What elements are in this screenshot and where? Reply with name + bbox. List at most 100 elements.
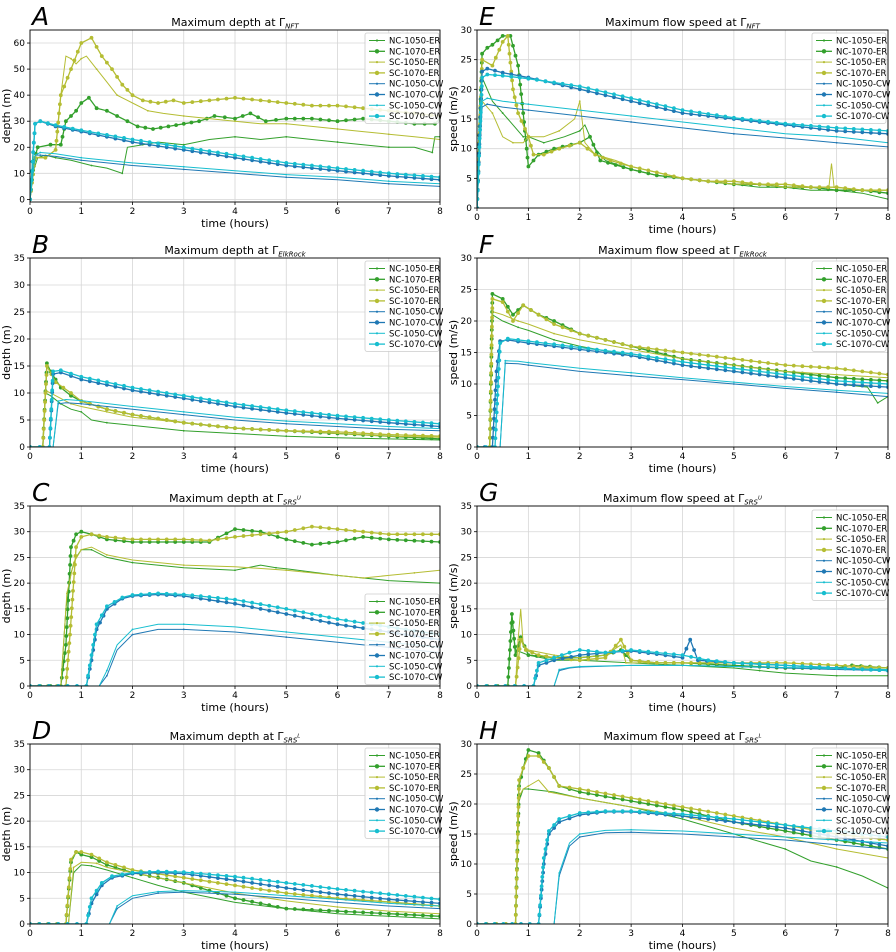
series-marker xyxy=(147,391,152,395)
series-marker-small xyxy=(835,866,838,868)
series-marker-small xyxy=(527,361,530,364)
series-marker xyxy=(318,613,323,618)
series-marker xyxy=(301,610,306,615)
series-marker xyxy=(258,602,263,607)
series-marker xyxy=(732,366,736,371)
series-marker xyxy=(310,612,314,616)
series-marker xyxy=(156,591,161,596)
series-marker xyxy=(301,541,306,545)
series-marker xyxy=(395,893,400,897)
series-marker xyxy=(663,357,668,362)
series-marker xyxy=(516,311,520,315)
series-marker-small xyxy=(80,159,83,162)
series-marker xyxy=(860,127,865,132)
series-marker xyxy=(843,666,848,671)
series-marker xyxy=(94,892,99,897)
legend-label: NC-1070-ER xyxy=(836,275,887,285)
series-marker-small xyxy=(578,836,581,838)
series-marker xyxy=(139,414,143,418)
series-marker xyxy=(429,896,434,901)
legend-label: NC-1070-ER xyxy=(389,275,440,285)
series-marker xyxy=(181,148,186,152)
series-marker xyxy=(68,563,72,567)
series-marker xyxy=(510,612,514,616)
series-marker xyxy=(429,421,434,425)
series-marker xyxy=(65,607,70,612)
series-marker xyxy=(757,118,762,123)
series-marker xyxy=(689,177,693,182)
series-marker xyxy=(654,803,659,808)
series-marker xyxy=(488,417,493,422)
y-tick-label: 10 xyxy=(14,631,26,641)
series-marker xyxy=(523,126,527,131)
legend-label: NC-1050-ER xyxy=(836,752,887,762)
series-marker-small xyxy=(285,422,288,425)
series-marker xyxy=(421,433,425,438)
series-marker xyxy=(73,554,78,558)
series-marker xyxy=(654,810,659,815)
series-marker xyxy=(122,386,126,391)
series-marker xyxy=(740,358,745,362)
series-marker xyxy=(258,887,263,892)
series-group xyxy=(477,748,888,924)
legend-swatch-marker xyxy=(374,92,380,97)
series-marker xyxy=(620,809,625,814)
chart-title-sup: L xyxy=(758,734,761,740)
series-marker xyxy=(536,312,541,317)
series-marker xyxy=(86,673,90,678)
series-marker xyxy=(663,805,668,809)
series-marker xyxy=(386,174,391,178)
series-marker xyxy=(480,57,484,62)
series-marker-small xyxy=(105,674,108,677)
legend-swatch-marker xyxy=(375,600,379,603)
series-marker xyxy=(877,381,882,386)
series-marker-small xyxy=(835,839,838,841)
chart-title-sup: U xyxy=(758,496,762,502)
series-marker xyxy=(749,368,753,373)
legend-swatch-marker xyxy=(821,569,827,574)
series-marker xyxy=(87,905,92,909)
series-marker xyxy=(766,119,770,124)
series-marker xyxy=(723,812,728,817)
series-marker xyxy=(250,404,255,408)
y-axis-label: speed (m/s) xyxy=(447,320,460,385)
series-marker xyxy=(543,79,548,84)
series-marker xyxy=(64,675,69,680)
series-marker xyxy=(547,766,551,770)
series-marker xyxy=(327,168,331,172)
x-tick-label: 2 xyxy=(577,213,583,223)
series-marker xyxy=(697,656,702,661)
series-marker xyxy=(637,101,642,106)
series-marker xyxy=(851,664,856,669)
series-marker-small xyxy=(285,569,288,572)
series-marker xyxy=(540,875,545,879)
series-marker xyxy=(791,183,796,188)
series-marker xyxy=(774,374,779,379)
x-axis-label: time (hours) xyxy=(201,217,269,230)
series-marker xyxy=(577,658,582,663)
series-marker xyxy=(284,116,289,121)
series-marker-small xyxy=(234,120,236,123)
series-marker xyxy=(817,665,822,669)
series-marker xyxy=(514,886,519,890)
series-marker xyxy=(56,684,61,686)
series-marker xyxy=(79,41,84,45)
legend-swatch-marker xyxy=(375,797,379,800)
series-marker xyxy=(429,900,434,905)
series-marker xyxy=(62,651,67,655)
series-line-sc-1050-cw xyxy=(30,890,440,924)
series-marker xyxy=(403,422,408,426)
series-marker xyxy=(190,395,195,399)
series-marker xyxy=(552,823,556,827)
series-marker xyxy=(79,850,84,854)
series-marker xyxy=(352,117,357,122)
series-marker xyxy=(89,653,94,657)
x-tick-label: 5 xyxy=(283,691,289,701)
series-marker xyxy=(198,871,203,876)
series-marker xyxy=(723,368,728,373)
series-marker xyxy=(834,188,839,193)
series-marker xyxy=(190,877,195,881)
y-tick-label: 0 xyxy=(466,682,472,692)
series-marker-small xyxy=(285,435,288,438)
